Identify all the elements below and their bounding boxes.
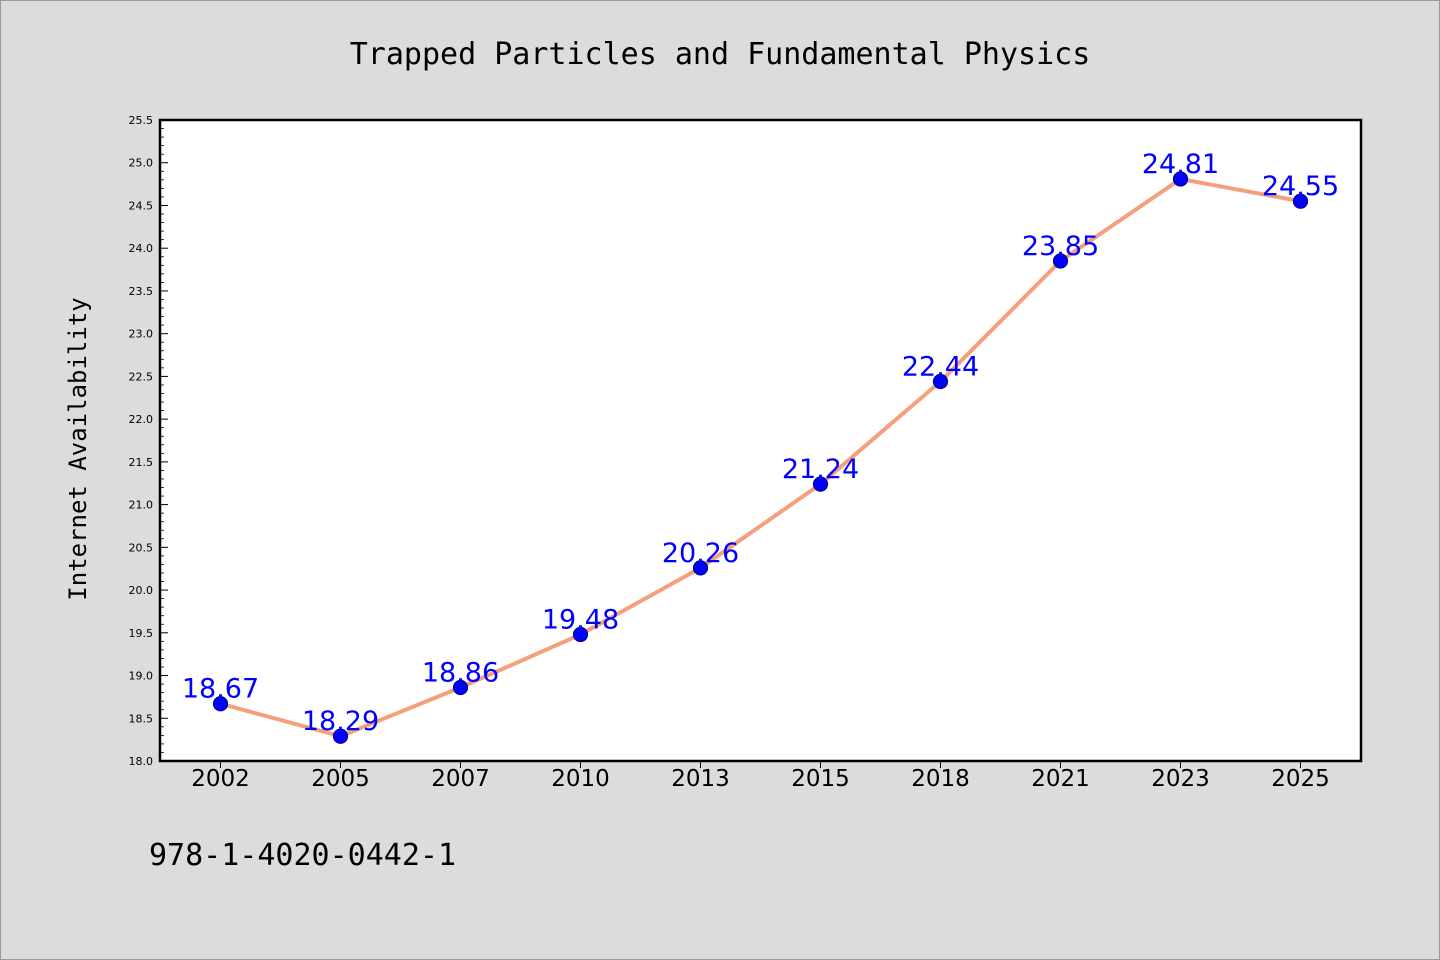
data-label: 23.85 (1022, 231, 1099, 262)
y-tick-label: 25.5 (129, 114, 154, 127)
x-tick-label: 2010 (551, 766, 610, 792)
y-axis-ticks: 18.0 18.5 19.0 19.5 20.0 20.5 21.0 21.5 22.0 22.5… (129, 114, 168, 768)
data-label: 19.48 (542, 605, 619, 636)
y-tick-label: 22.5 (129, 370, 154, 383)
y-tick-label: 19.5 (129, 627, 154, 640)
data-labels: 18.67 18.29 18.86 19.48 20.26 21.24 22.44 23.85… (182, 149, 1339, 737)
y-tick-label: 21.5 (129, 456, 154, 469)
footer-isbn: 978-1-4020-0442-1 (149, 838, 456, 873)
x-tick-label: 2015 (791, 766, 850, 792)
x-tick-label: 2005 (311, 766, 370, 792)
x-tick-label: 2018 (911, 766, 970, 792)
y-tick-label: 22.0 (129, 413, 154, 426)
data-point (1172, 171, 1189, 187)
y-tick-label: 20.0 (129, 584, 154, 597)
data-point (1292, 193, 1309, 209)
x-tick-label: 2025 (1271, 766, 1330, 792)
data-label: 21.24 (782, 454, 859, 485)
data-label: 20.26 (662, 538, 739, 569)
plot-frame (158, 118, 1363, 763)
x-tick-label: 2007 (431, 766, 490, 792)
y-axis-label: Internet Availability (64, 297, 92, 600)
y-tick-label: 21.0 (129, 499, 154, 512)
x-tick-label: 2013 (671, 766, 730, 792)
x-tick-label: 2021 (1031, 766, 1090, 792)
x-axis-ticks: 2002 2005 2007 2010 2013 2015 2018 2021 2023 2025 (191, 761, 1330, 792)
series-line (218, 176, 1303, 739)
data-point (332, 728, 349, 744)
y-tick-label: 19.0 (129, 670, 154, 683)
y-tick-label: 20.5 (129, 541, 154, 554)
plot-area (160, 120, 1361, 761)
y-tick-label: 18.5 (129, 712, 154, 725)
data-point (452, 679, 469, 696)
data-label: 24.55 (1262, 171, 1339, 202)
data-point (212, 696, 229, 712)
y-tick-label: 23.5 (129, 285, 154, 298)
data-point (1052, 253, 1069, 269)
data-point (812, 476, 829, 492)
data-label: 18.67 (182, 674, 259, 705)
x-tick-label: 2002 (191, 766, 250, 792)
data-label: 18.86 (422, 657, 499, 688)
y-tick-label: 24.5 (129, 199, 154, 212)
x-tick-label: 2023 (1151, 766, 1210, 792)
y-tick-label: 18.0 (129, 755, 154, 768)
chart-title: Trapped Particles and Fundamental Physic… (350, 37, 1091, 72)
data-point (932, 373, 949, 390)
y-tick-label: 24.0 (129, 242, 154, 255)
data-point (572, 626, 589, 643)
y-tick-label: 25.0 (129, 157, 154, 170)
data-label: 18.29 (302, 706, 379, 737)
data-label: 22.44 (902, 352, 979, 383)
series-layer (212, 171, 1309, 744)
data-label: 24.81 (1142, 149, 1219, 180)
y-tick-label: 23.0 (129, 328, 154, 341)
data-point (692, 560, 709, 576)
